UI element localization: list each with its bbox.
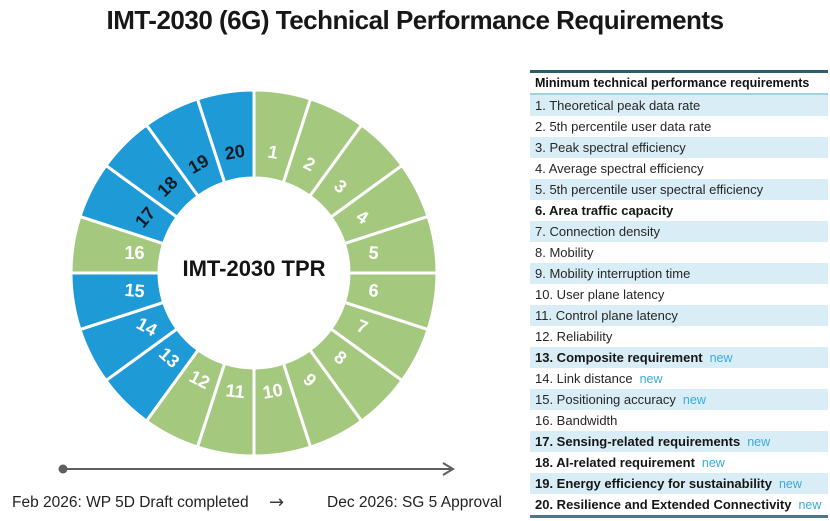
requirement-row: 16. Bandwidth <box>530 410 828 431</box>
new-badge: new <box>701 456 725 470</box>
requirement-row: 19. Energy efficiency for sustainability… <box>530 473 828 494</box>
requirement-row: 1. Theoretical peak data rate <box>530 95 828 116</box>
requirement-row: 15. Positioning accuracy new <box>530 389 828 410</box>
requirement-row: 11. Control plane latency <box>530 305 828 326</box>
requirement-text: 19. Energy efficiency for sustainability <box>535 476 772 491</box>
timeline <box>58 462 455 476</box>
donut-segment-label-6: 6 <box>368 280 380 301</box>
donut-segment-label-20: 20 <box>223 141 246 164</box>
requirement-text: 6. Area traffic capacity <box>535 203 674 218</box>
requirement-text: 17. Sensing-related requirements <box>535 434 741 449</box>
new-badge: new <box>709 351 733 365</box>
requirement-text: 7. Connection density <box>535 224 661 239</box>
requirements-header: Minimum technical performance requiremen… <box>530 73 828 95</box>
page-title: IMT-2030 (6G) Technical Performance Requ… <box>106 5 724 35</box>
requirement-text: 8. Mobility <box>535 245 594 260</box>
donut-segment-label-5: 5 <box>368 242 380 263</box>
requirement-text: 1. Theoretical peak data rate <box>535 98 701 113</box>
new-badge: new <box>747 435 771 449</box>
requirement-row: 13. Composite requirement new <box>530 347 828 368</box>
requirement-text: 4. Average spectral efficiency <box>535 161 704 176</box>
requirement-row: 3. Peak spectral efficiency <box>530 137 828 158</box>
requirement-row: 20. Resilience and Extended Connectivity… <box>530 494 828 515</box>
requirement-row: 5. 5th percentile user spectral efficien… <box>530 179 828 200</box>
requirement-row: 10. User plane latency <box>530 284 828 305</box>
requirement-text: 16. Bandwidth <box>535 413 618 428</box>
donut-segment-label-11: 11 <box>225 380 246 402</box>
requirement-text: 12. Reliability <box>535 329 613 344</box>
donut-segment-label-10: 10 <box>261 380 284 403</box>
donut-chart: 1 2 3 4 5 6 7 8 9 10 11 12 13 14 15 16 17 18 19 20 IMT-2030… <box>64 83 444 463</box>
new-badge: new <box>778 477 802 491</box>
requirement-text: 10. User plane latency <box>535 287 665 302</box>
requirement-text: 2. 5th percentile user data rate <box>535 119 712 134</box>
timeline-end-label: Dec 2026: SG 5 Approval <box>327 494 502 511</box>
requirements-list: 1. Theoretical peak data rate 2. 5th perc… <box>530 95 828 518</box>
donut-segment-20 <box>195 88 256 185</box>
donut-segment-label-16: 16 <box>124 243 144 263</box>
timeline-start-label: Feb 2026: WP 5D Draft completed <box>12 494 249 511</box>
requirement-row: 12. Reliability <box>530 326 828 347</box>
requirement-text: 9. Mobility interruption time <box>535 266 691 281</box>
timeline-dot <box>58 464 68 474</box>
right-arrow-icon: → <box>269 492 285 513</box>
requirement-row: 6. Area traffic capacity <box>530 200 828 221</box>
donut-segment-label-15: 15 <box>124 280 146 302</box>
requirement-row: 14. Link distance new <box>530 368 828 389</box>
requirement-text: 15. Positioning accuracy <box>535 392 676 407</box>
requirement-text: 20. Resilience and Extended Connectivity <box>535 497 792 512</box>
requirements-panel: Minimum technical performance requiremen… <box>530 70 828 518</box>
requirement-text: 13. Composite requirement <box>535 350 703 365</box>
requirement-text: 18. AI-related requirement <box>535 455 695 470</box>
requirement-row: 2. 5th percentile user data rate <box>530 116 828 137</box>
requirement-text: 14. Link distance <box>535 371 633 386</box>
requirement-row: 8. Mobility <box>530 242 828 263</box>
new-badge: new <box>798 498 822 512</box>
timeline-arrowhead-icon <box>442 462 455 476</box>
requirement-row: 18. AI-related requirement new <box>530 452 828 473</box>
requirement-row: 17. Sensing-related requirements new <box>530 431 828 452</box>
requirement-row: 7. Connection density <box>530 221 828 242</box>
new-badge: new <box>639 372 663 386</box>
donut-center-label: IMT-2030 TPR <box>182 256 325 281</box>
donut-segment-label-1: 1 <box>266 142 279 163</box>
requirement-text: 5. 5th percentile user spectral efficien… <box>535 182 764 197</box>
requirement-row: 4. Average spectral efficiency <box>530 158 828 179</box>
requirement-text: 3. Peak spectral efficiency <box>535 140 686 155</box>
requirement-text: 11. Control plane latency <box>535 308 678 323</box>
new-badge: new <box>682 393 706 407</box>
requirement-row: 9. Mobility interruption time <box>530 263 828 284</box>
